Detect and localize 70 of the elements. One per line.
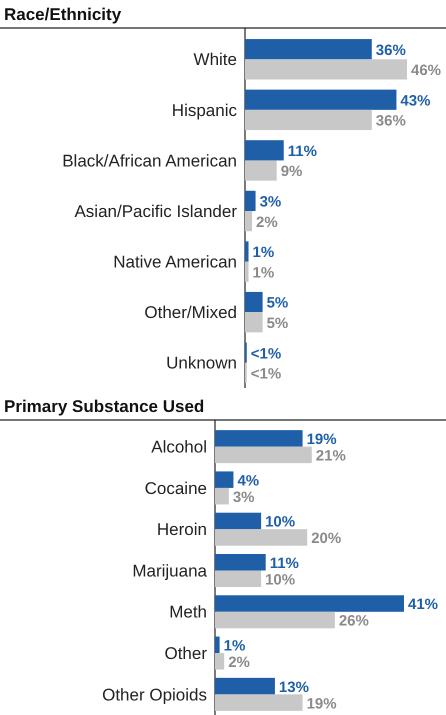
bar xyxy=(215,471,234,488)
data-label: <1% xyxy=(250,345,282,362)
data-label: 5% xyxy=(266,314,288,332)
data-label: 36% xyxy=(376,42,406,59)
data-label: 1% xyxy=(252,264,274,282)
data-label: 1% xyxy=(224,638,246,655)
text: Race/Ethnicity xyxy=(4,5,122,24)
bar xyxy=(215,529,308,546)
data-label: 10% xyxy=(265,571,296,588)
data-label: 11% xyxy=(288,143,317,160)
bar xyxy=(245,292,263,312)
data-label: 1% xyxy=(252,244,274,262)
bar xyxy=(245,211,252,232)
y-tick-label: Cocaine xyxy=(144,478,207,498)
data-label: 10% xyxy=(265,514,296,531)
bar xyxy=(245,90,396,110)
chart-title: Primary Substance Used xyxy=(4,397,204,416)
y-tick-label: Other Opioids xyxy=(102,685,207,704)
y-tick-label: Marijuana xyxy=(132,561,208,580)
data-label: 26% xyxy=(338,612,369,630)
data-label: 41% xyxy=(408,596,438,614)
bar xyxy=(215,512,262,530)
y-tick-label: Heroin xyxy=(156,520,207,540)
bar xyxy=(215,678,275,694)
data-label: <1% xyxy=(250,366,282,383)
data-label: 3% xyxy=(232,488,255,506)
data-label: 20% xyxy=(311,530,342,548)
data-label: 36% xyxy=(376,112,406,130)
data-label: 46% xyxy=(411,62,442,80)
bar xyxy=(245,312,263,332)
data-label: 5% xyxy=(266,294,288,312)
y-tick-label: Native American xyxy=(113,252,237,272)
bar xyxy=(215,570,262,588)
y-tick-label: Unknown xyxy=(166,354,237,373)
y-tick-label: Hispanic xyxy=(172,100,238,120)
data-label: 13% xyxy=(278,678,309,696)
data-label: 9% xyxy=(280,163,302,180)
data-label: 2% xyxy=(256,214,278,231)
bar xyxy=(215,430,303,447)
bar xyxy=(215,446,312,464)
data-label: 19% xyxy=(306,431,337,448)
bar xyxy=(245,59,407,80)
bar xyxy=(245,190,256,211)
bar xyxy=(245,262,249,282)
data-label: 19% xyxy=(306,695,337,712)
data-label: 11% xyxy=(270,554,299,572)
y-tick-label: Asian/Pacific Islander xyxy=(74,202,238,221)
bar xyxy=(215,488,229,504)
data-label: 43% xyxy=(400,92,430,110)
bar xyxy=(245,140,284,160)
bar xyxy=(245,110,372,130)
y-tick-label: Black/African American xyxy=(62,151,237,170)
bar xyxy=(245,39,372,60)
bar xyxy=(245,160,277,181)
y-tick-label: Alcohol xyxy=(151,438,207,457)
data-label: 3% xyxy=(260,194,282,211)
y-tick-label: Other xyxy=(164,644,208,664)
bar xyxy=(215,595,404,612)
bar xyxy=(215,554,266,570)
data-label: 2% xyxy=(228,654,250,672)
data-label: 4% xyxy=(237,472,260,490)
bar xyxy=(215,636,220,654)
y-tick-label: Meth xyxy=(169,602,207,622)
data-label: 21% xyxy=(316,448,346,465)
y-tick-label: White xyxy=(194,50,237,70)
y-tick-label: Other/Mixed xyxy=(144,303,237,322)
bar xyxy=(215,694,303,711)
bar xyxy=(245,241,249,262)
bar xyxy=(215,653,224,670)
bar xyxy=(215,612,335,628)
